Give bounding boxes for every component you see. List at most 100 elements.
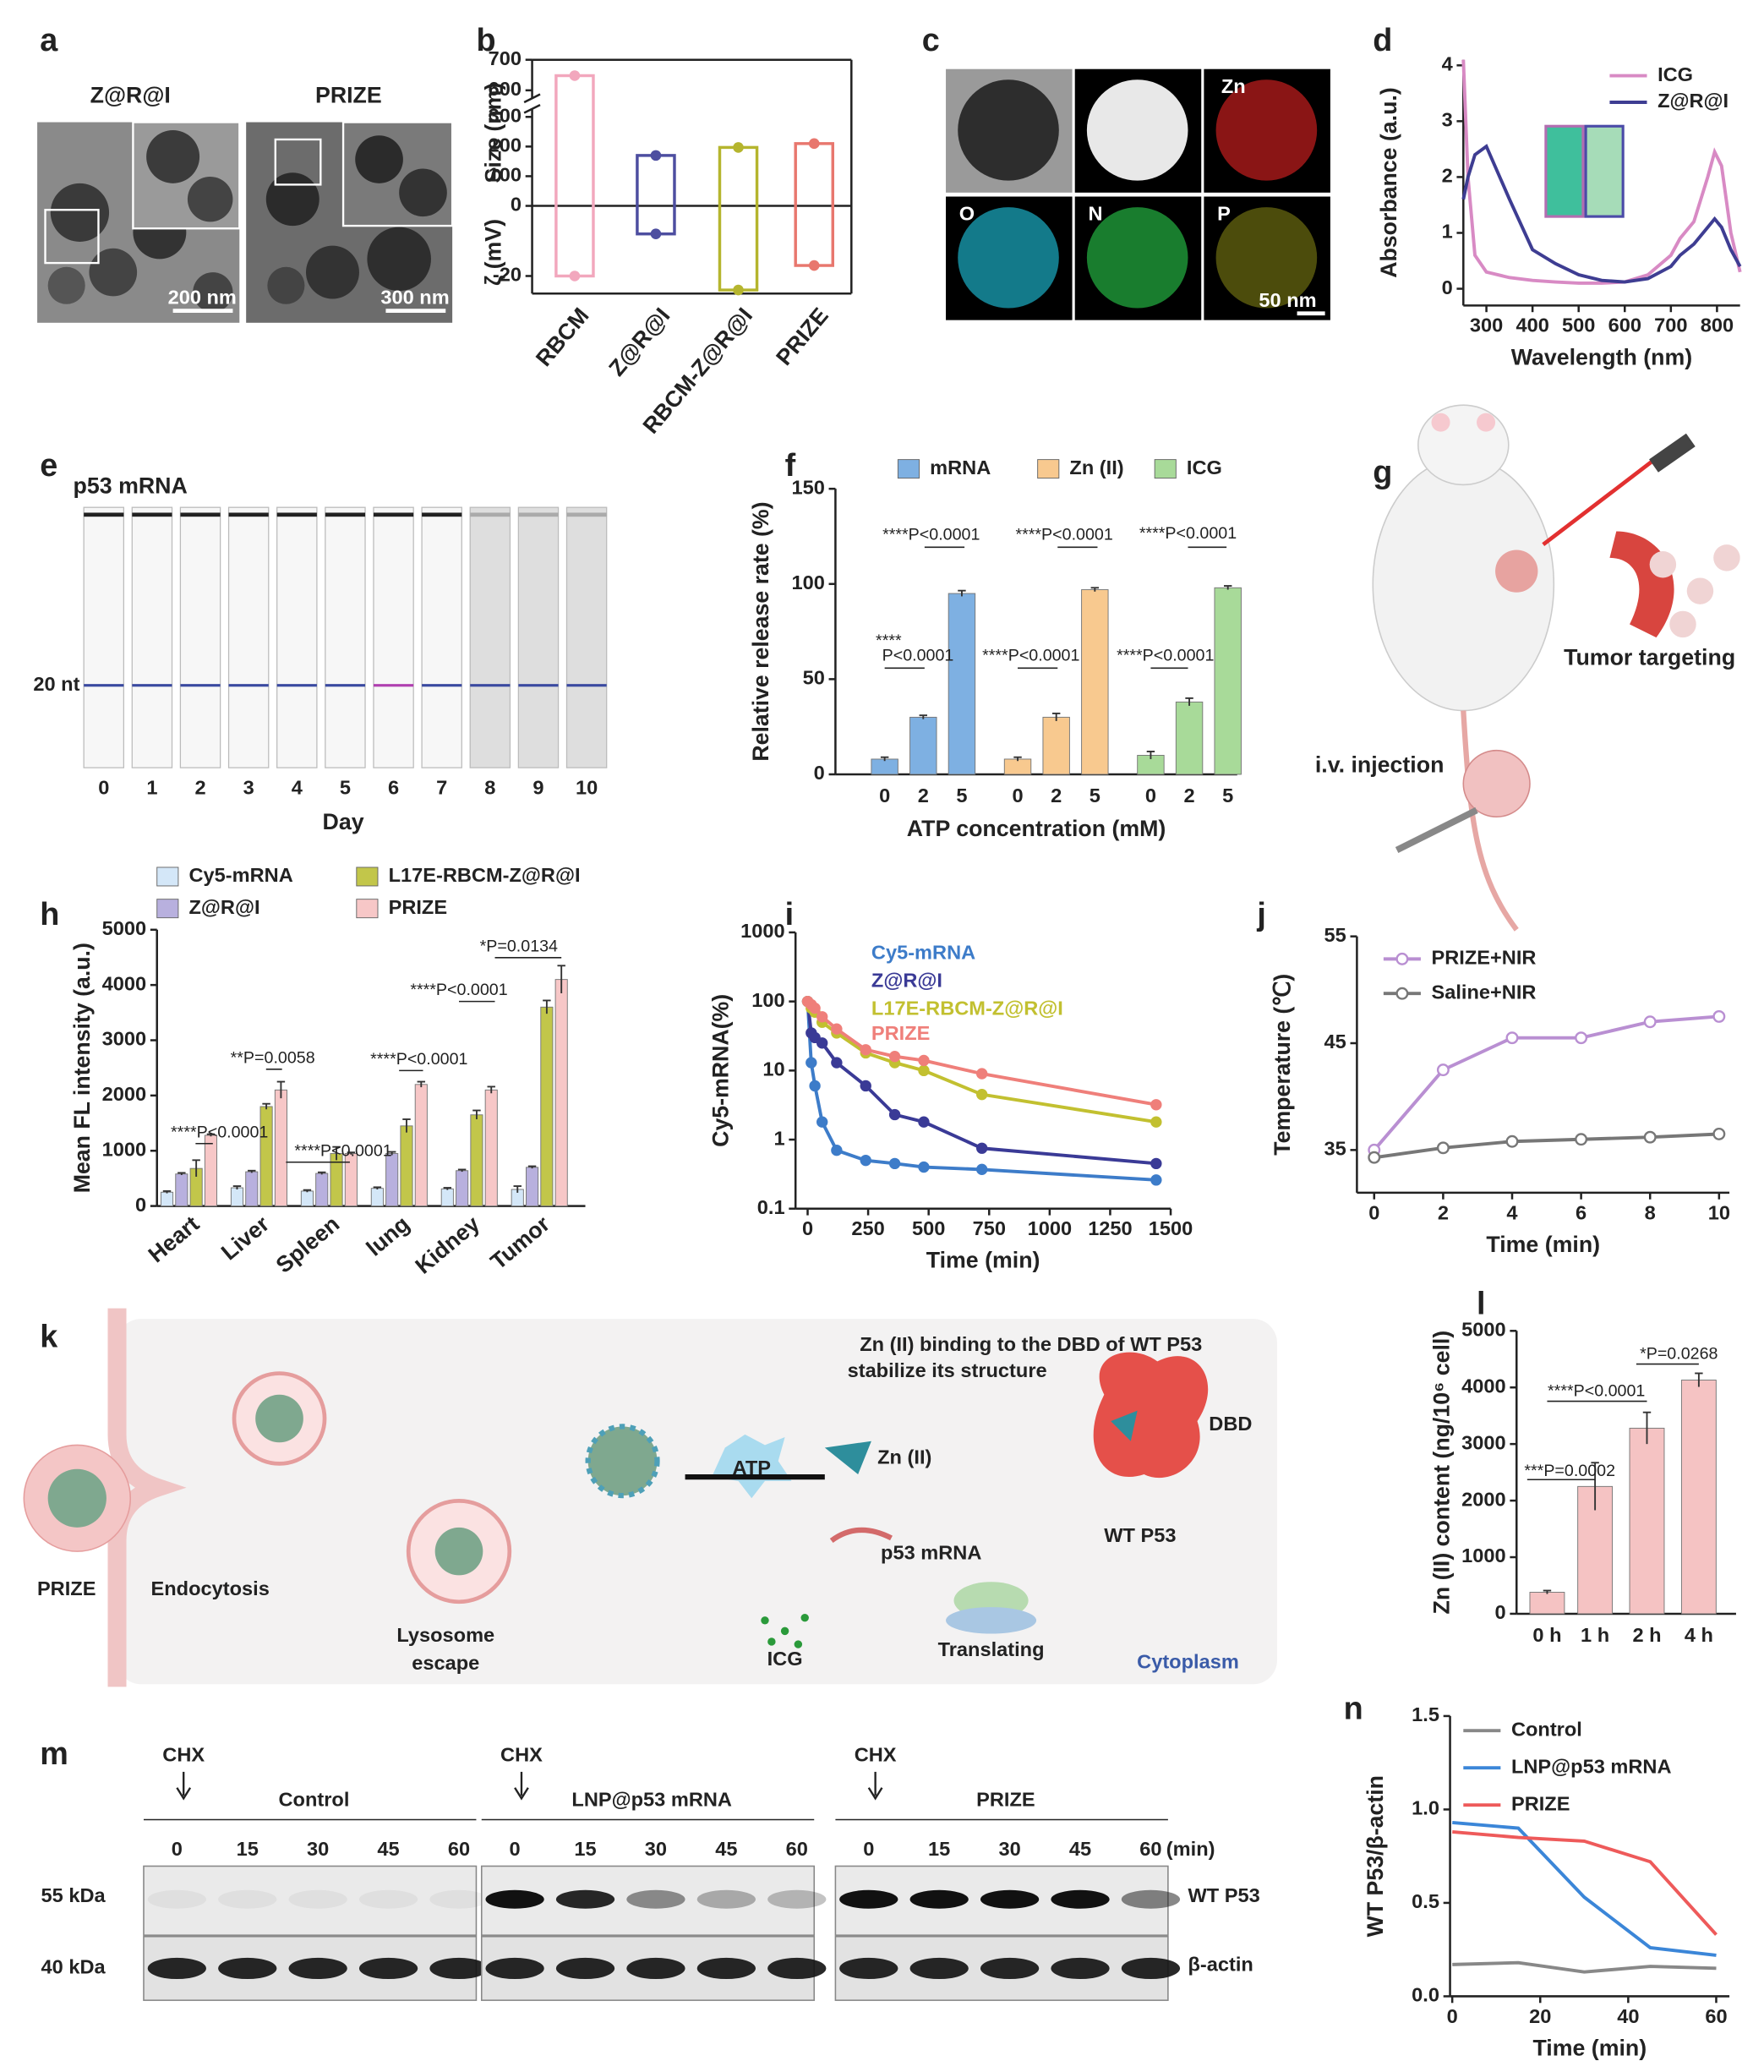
diagram-label: Tumor targeting — [1564, 644, 1735, 670]
legend-label: L17E-RBCM-Z@R@I — [871, 997, 1063, 1019]
y-axis-label: ζ (mV) — [481, 219, 506, 286]
gel-band — [373, 684, 414, 687]
legend-label: Zn (II) — [1069, 456, 1123, 478]
y-tick-label: 50 — [803, 667, 825, 689]
point — [806, 1057, 817, 1069]
x-tick-label: 2 h — [1632, 1624, 1661, 1646]
scale-bar-label: 300 nm — [380, 287, 449, 309]
diagram-label: ICG — [767, 1648, 803, 1670]
legend-label: PRIZE — [389, 896, 447, 918]
annotation: P<0.0001 — [882, 646, 954, 664]
blot-band — [626, 1957, 685, 1980]
row-label: β-actin — [1188, 1954, 1253, 1976]
panel-letter: f — [785, 447, 796, 483]
time-label: 45 — [377, 1838, 399, 1860]
lane-label: 2 — [194, 777, 205, 799]
annotation: ****P<0.0001 — [171, 1123, 268, 1141]
point — [1150, 1099, 1162, 1111]
legend-label: ICG — [1658, 63, 1693, 85]
channel-label: P — [1217, 203, 1231, 225]
point — [888, 1108, 901, 1121]
bar — [871, 758, 898, 775]
gel-band — [180, 684, 221, 687]
gel-band — [276, 512, 317, 517]
series-line — [1452, 1820, 1717, 1957]
gel-lane — [276, 506, 318, 768]
x-tick-label: 60 — [1705, 2005, 1727, 2027]
y-tick-label: 1 — [1442, 221, 1453, 243]
y-tick-label: 3 — [1442, 109, 1453, 131]
gel-lane — [325, 506, 366, 768]
gel-band — [276, 684, 317, 687]
point — [1368, 1151, 1381, 1164]
blot-band — [218, 1957, 277, 1980]
legend-label: ICG — [1187, 456, 1222, 478]
bar — [274, 1089, 287, 1207]
panel-letter: h — [40, 896, 59, 932]
annotation: ****P<0.0001 — [982, 646, 1079, 664]
gel-title: p53 mRNA — [74, 473, 188, 499]
x-tick-label: 0 — [1145, 785, 1156, 806]
x-axis-label: Time (min) — [1486, 1232, 1600, 1257]
x-tick-label: 4 — [1506, 1201, 1517, 1223]
point — [733, 142, 744, 153]
bar — [1529, 1592, 1565, 1615]
y-tick-label: 1000 — [102, 1138, 146, 1160]
y-tick-label: 1000 — [1461, 1544, 1505, 1566]
blot-band — [696, 1957, 756, 1980]
legend-swatch — [356, 899, 379, 919]
annotation: ****P<0.0001 — [882, 525, 980, 544]
lane-label: 5 — [340, 777, 351, 799]
bar — [526, 1167, 539, 1207]
y-tick-label: 2000 — [102, 1083, 146, 1105]
point — [808, 138, 820, 150]
y-tick-label: 1.0 — [1412, 1797, 1439, 1819]
blot-band — [1051, 1889, 1110, 1909]
y-tick-label: 700 — [489, 47, 522, 69]
point — [1505, 1134, 1519, 1148]
blot-band — [429, 1957, 489, 1980]
panel-letter: m — [40, 1736, 68, 1771]
blot-band — [1051, 1957, 1110, 1980]
point — [1575, 1031, 1588, 1045]
point — [975, 1163, 988, 1176]
y-tick-label: 4000 — [1461, 1375, 1505, 1397]
x-tick-label: 1500 — [1149, 1217, 1193, 1239]
blot-band — [218, 1889, 277, 1909]
lane-label: 3 — [243, 777, 254, 799]
blot-band — [358, 1957, 418, 1980]
bar — [1175, 701, 1204, 775]
marker-label: 20 nt — [33, 673, 79, 695]
y-tick-label: 150 — [791, 476, 824, 498]
bar — [300, 1190, 314, 1207]
gel-lane — [179, 506, 221, 768]
bar — [484, 1089, 498, 1207]
bar — [948, 593, 976, 775]
panel-letter: d — [1373, 22, 1392, 57]
x-axis-label: Time (min) — [1532, 2035, 1647, 2060]
vial-inset — [1544, 124, 1625, 218]
bar — [456, 1170, 469, 1207]
legend-label: Z@R@I — [1658, 90, 1729, 112]
annotation: *P=0.0134 — [480, 937, 558, 955]
gel-lane — [565, 506, 608, 768]
lane-label: 6 — [388, 777, 399, 799]
bar — [315, 1173, 329, 1207]
legend-swatch — [356, 867, 379, 887]
y-tick-label: -20 — [493, 264, 522, 286]
lane-label: 8 — [484, 777, 495, 799]
point — [1150, 1174, 1162, 1186]
x-tick-label: 2 — [1051, 785, 1062, 806]
y-tick-label: 0 — [1495, 1601, 1506, 1623]
point — [816, 1116, 828, 1128]
point — [831, 1145, 843, 1156]
box — [636, 154, 676, 236]
gel-lane — [469, 506, 511, 768]
series-line — [1461, 144, 1742, 284]
diagram-label: Cytoplasm — [1137, 1650, 1239, 1672]
point — [860, 1044, 871, 1056]
legend-swatch — [1395, 987, 1409, 1000]
blot-band — [555, 1889, 615, 1909]
box — [718, 145, 759, 292]
